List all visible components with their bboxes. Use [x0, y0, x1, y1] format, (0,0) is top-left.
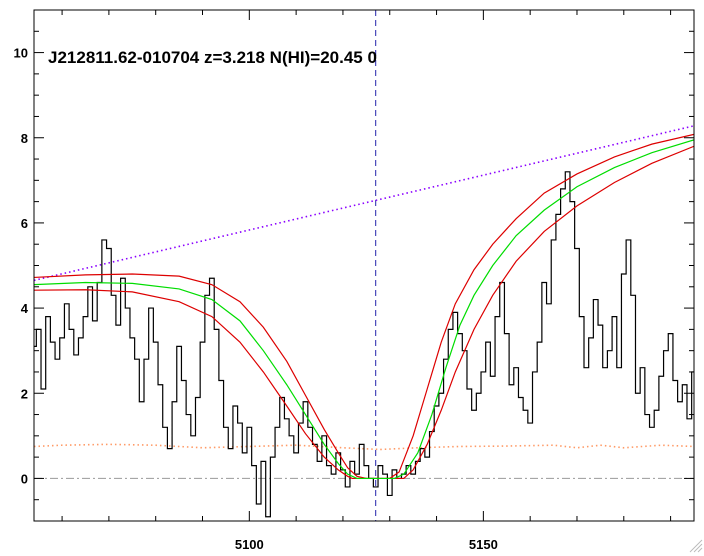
- data-area: [34, 10, 694, 521]
- y-tick-label: 2: [21, 386, 28, 401]
- x-tick-label: 5150: [469, 537, 498, 552]
- y-tick-label: 0: [21, 471, 28, 486]
- y-tick-label: 8: [21, 131, 28, 146]
- series-flux: [34, 171, 694, 518]
- y-tick-label: 10: [14, 46, 28, 61]
- resize-grip-icon[interactable]: [689, 539, 703, 553]
- x-tick-label: 5100: [235, 537, 264, 552]
- chart-title: J212811.62-010704 z=3.218 N(HI)=20.45 0: [48, 48, 377, 67]
- y-tick-label: 6: [21, 216, 28, 231]
- axis-layer: 5100 5150 0 2 4 6 8 10: [14, 9, 695, 552]
- series-fit: [34, 139, 694, 480]
- series-layer: [34, 10, 694, 521]
- series-continuum: [34, 125, 694, 282]
- y-tick-label: 4: [21, 301, 29, 316]
- series-error: [34, 443, 694, 451]
